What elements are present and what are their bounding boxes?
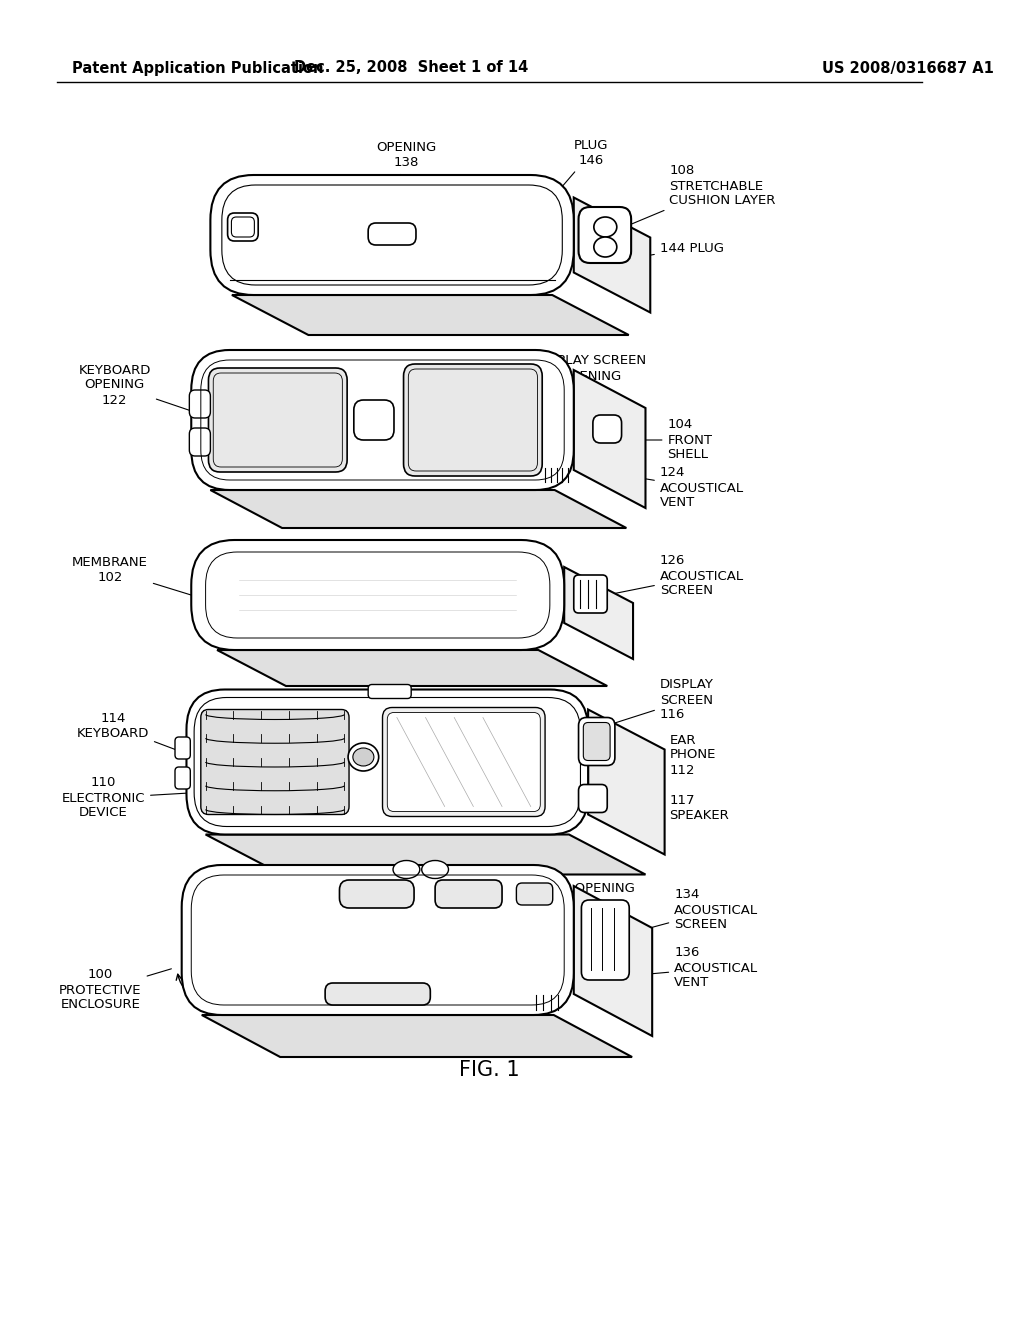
- Polygon shape: [206, 834, 645, 874]
- Text: 142
SWITCH
PAD: 142 SWITCH PAD: [290, 356, 341, 417]
- Ellipse shape: [353, 748, 374, 766]
- Text: 104
FRONT
SHELL: 104 FRONT SHELL: [623, 418, 713, 462]
- Text: OPENING
138: OPENING 138: [376, 141, 436, 232]
- Text: US 2008/0316687 A1: US 2008/0316687 A1: [822, 61, 994, 75]
- FancyBboxPatch shape: [191, 540, 564, 649]
- Text: KEYBOARD
OPENING
122: KEYBOARD OPENING 122: [79, 363, 215, 420]
- FancyBboxPatch shape: [383, 708, 545, 817]
- Text: DISPLAY SCREEN
OPENING
120: DISPLAY SCREEN OPENING 120: [519, 355, 646, 417]
- Polygon shape: [202, 1015, 632, 1057]
- FancyBboxPatch shape: [227, 213, 258, 242]
- Text: 108
STRETCHABLE
CUSHION LAYER: 108 STRETCHABLE CUSHION LAYER: [632, 165, 776, 224]
- Text: 132
ACOUSTICAL
OPENING: 132 ACOUSTICAL OPENING: [379, 985, 463, 1031]
- FancyBboxPatch shape: [210, 176, 573, 294]
- Ellipse shape: [348, 743, 379, 771]
- Polygon shape: [217, 649, 607, 686]
- FancyBboxPatch shape: [201, 710, 349, 814]
- Text: 126
ACOUSTICAL
SCREEN: 126 ACOUSTICAL SCREEN: [614, 554, 744, 598]
- FancyBboxPatch shape: [579, 718, 614, 766]
- Text: 117
SPEAKER: 117 SPEAKER: [629, 792, 729, 822]
- Ellipse shape: [393, 861, 420, 879]
- Polygon shape: [210, 490, 627, 528]
- Polygon shape: [588, 710, 665, 854]
- FancyBboxPatch shape: [593, 414, 622, 444]
- Polygon shape: [231, 294, 629, 335]
- FancyBboxPatch shape: [191, 350, 573, 490]
- Text: MEMBRANE
102: MEMBRANE 102: [72, 556, 199, 597]
- FancyBboxPatch shape: [435, 880, 502, 908]
- Text: Patent Application Publication: Patent Application Publication: [72, 61, 324, 75]
- Polygon shape: [573, 370, 645, 508]
- FancyBboxPatch shape: [175, 767, 190, 789]
- Text: EAR
PHONE
112: EAR PHONE 112: [632, 734, 716, 776]
- Polygon shape: [564, 568, 633, 659]
- Text: 100
PROTECTIVE
ENCLOSURE: 100 PROTECTIVE ENCLOSURE: [59, 969, 171, 1011]
- FancyBboxPatch shape: [181, 865, 573, 1015]
- FancyBboxPatch shape: [189, 428, 210, 455]
- Ellipse shape: [594, 216, 616, 238]
- Text: OPENING 130: OPENING 130: [213, 876, 323, 916]
- Polygon shape: [573, 198, 650, 313]
- Polygon shape: [573, 886, 652, 1036]
- Text: SWITCH
118: SWITCH 118: [442, 866, 495, 915]
- FancyBboxPatch shape: [584, 722, 610, 760]
- Text: 140
THINNER
PORTIONS: 140 THINNER PORTIONS: [364, 356, 430, 417]
- FancyBboxPatch shape: [516, 883, 553, 906]
- Text: 128 OPENING: 128 OPENING: [545, 882, 635, 916]
- Text: 144 PLUG: 144 PLUG: [596, 242, 724, 264]
- FancyBboxPatch shape: [209, 368, 347, 473]
- Ellipse shape: [422, 861, 449, 879]
- Text: 124
ACOUSTICAL
VENT: 124 ACOUSTICAL VENT: [594, 466, 744, 510]
- FancyBboxPatch shape: [403, 364, 542, 477]
- FancyBboxPatch shape: [369, 223, 416, 246]
- FancyBboxPatch shape: [573, 576, 607, 612]
- FancyBboxPatch shape: [175, 737, 190, 759]
- Text: FIG. 1: FIG. 1: [460, 1060, 520, 1080]
- FancyBboxPatch shape: [326, 983, 430, 1005]
- Text: 111 SCROLL BALL: 111 SCROLL BALL: [285, 693, 403, 754]
- Text: 110
ELECTRONIC
DEVICE: 110 ELECTRONIC DEVICE: [61, 776, 186, 820]
- Text: PLUG
146: PLUG 146: [542, 139, 608, 210]
- FancyBboxPatch shape: [231, 216, 254, 238]
- FancyBboxPatch shape: [369, 685, 412, 698]
- Text: 106
BACK SHELL: 106 BACK SHELL: [218, 964, 317, 1005]
- Text: 114
KEYBOARD: 114 KEYBOARD: [77, 711, 206, 762]
- Text: DISPLAY
SCREEN
116: DISPLAY SCREEN 116: [526, 678, 714, 751]
- FancyBboxPatch shape: [579, 784, 607, 813]
- Text: Dec. 25, 2008  Sheet 1 of 14: Dec. 25, 2008 Sheet 1 of 14: [294, 61, 528, 75]
- FancyBboxPatch shape: [582, 900, 629, 979]
- FancyBboxPatch shape: [186, 689, 588, 834]
- FancyBboxPatch shape: [340, 880, 414, 908]
- FancyBboxPatch shape: [579, 207, 631, 263]
- Text: 136
ACOUSTICAL
VENT: 136 ACOUSTICAL VENT: [629, 946, 759, 990]
- FancyBboxPatch shape: [387, 713, 541, 812]
- FancyBboxPatch shape: [354, 400, 394, 440]
- Ellipse shape: [594, 238, 616, 257]
- FancyBboxPatch shape: [189, 389, 210, 418]
- Text: 134
ACOUSTICAL
SCREEN: 134 ACOUSTICAL SCREEN: [634, 888, 759, 932]
